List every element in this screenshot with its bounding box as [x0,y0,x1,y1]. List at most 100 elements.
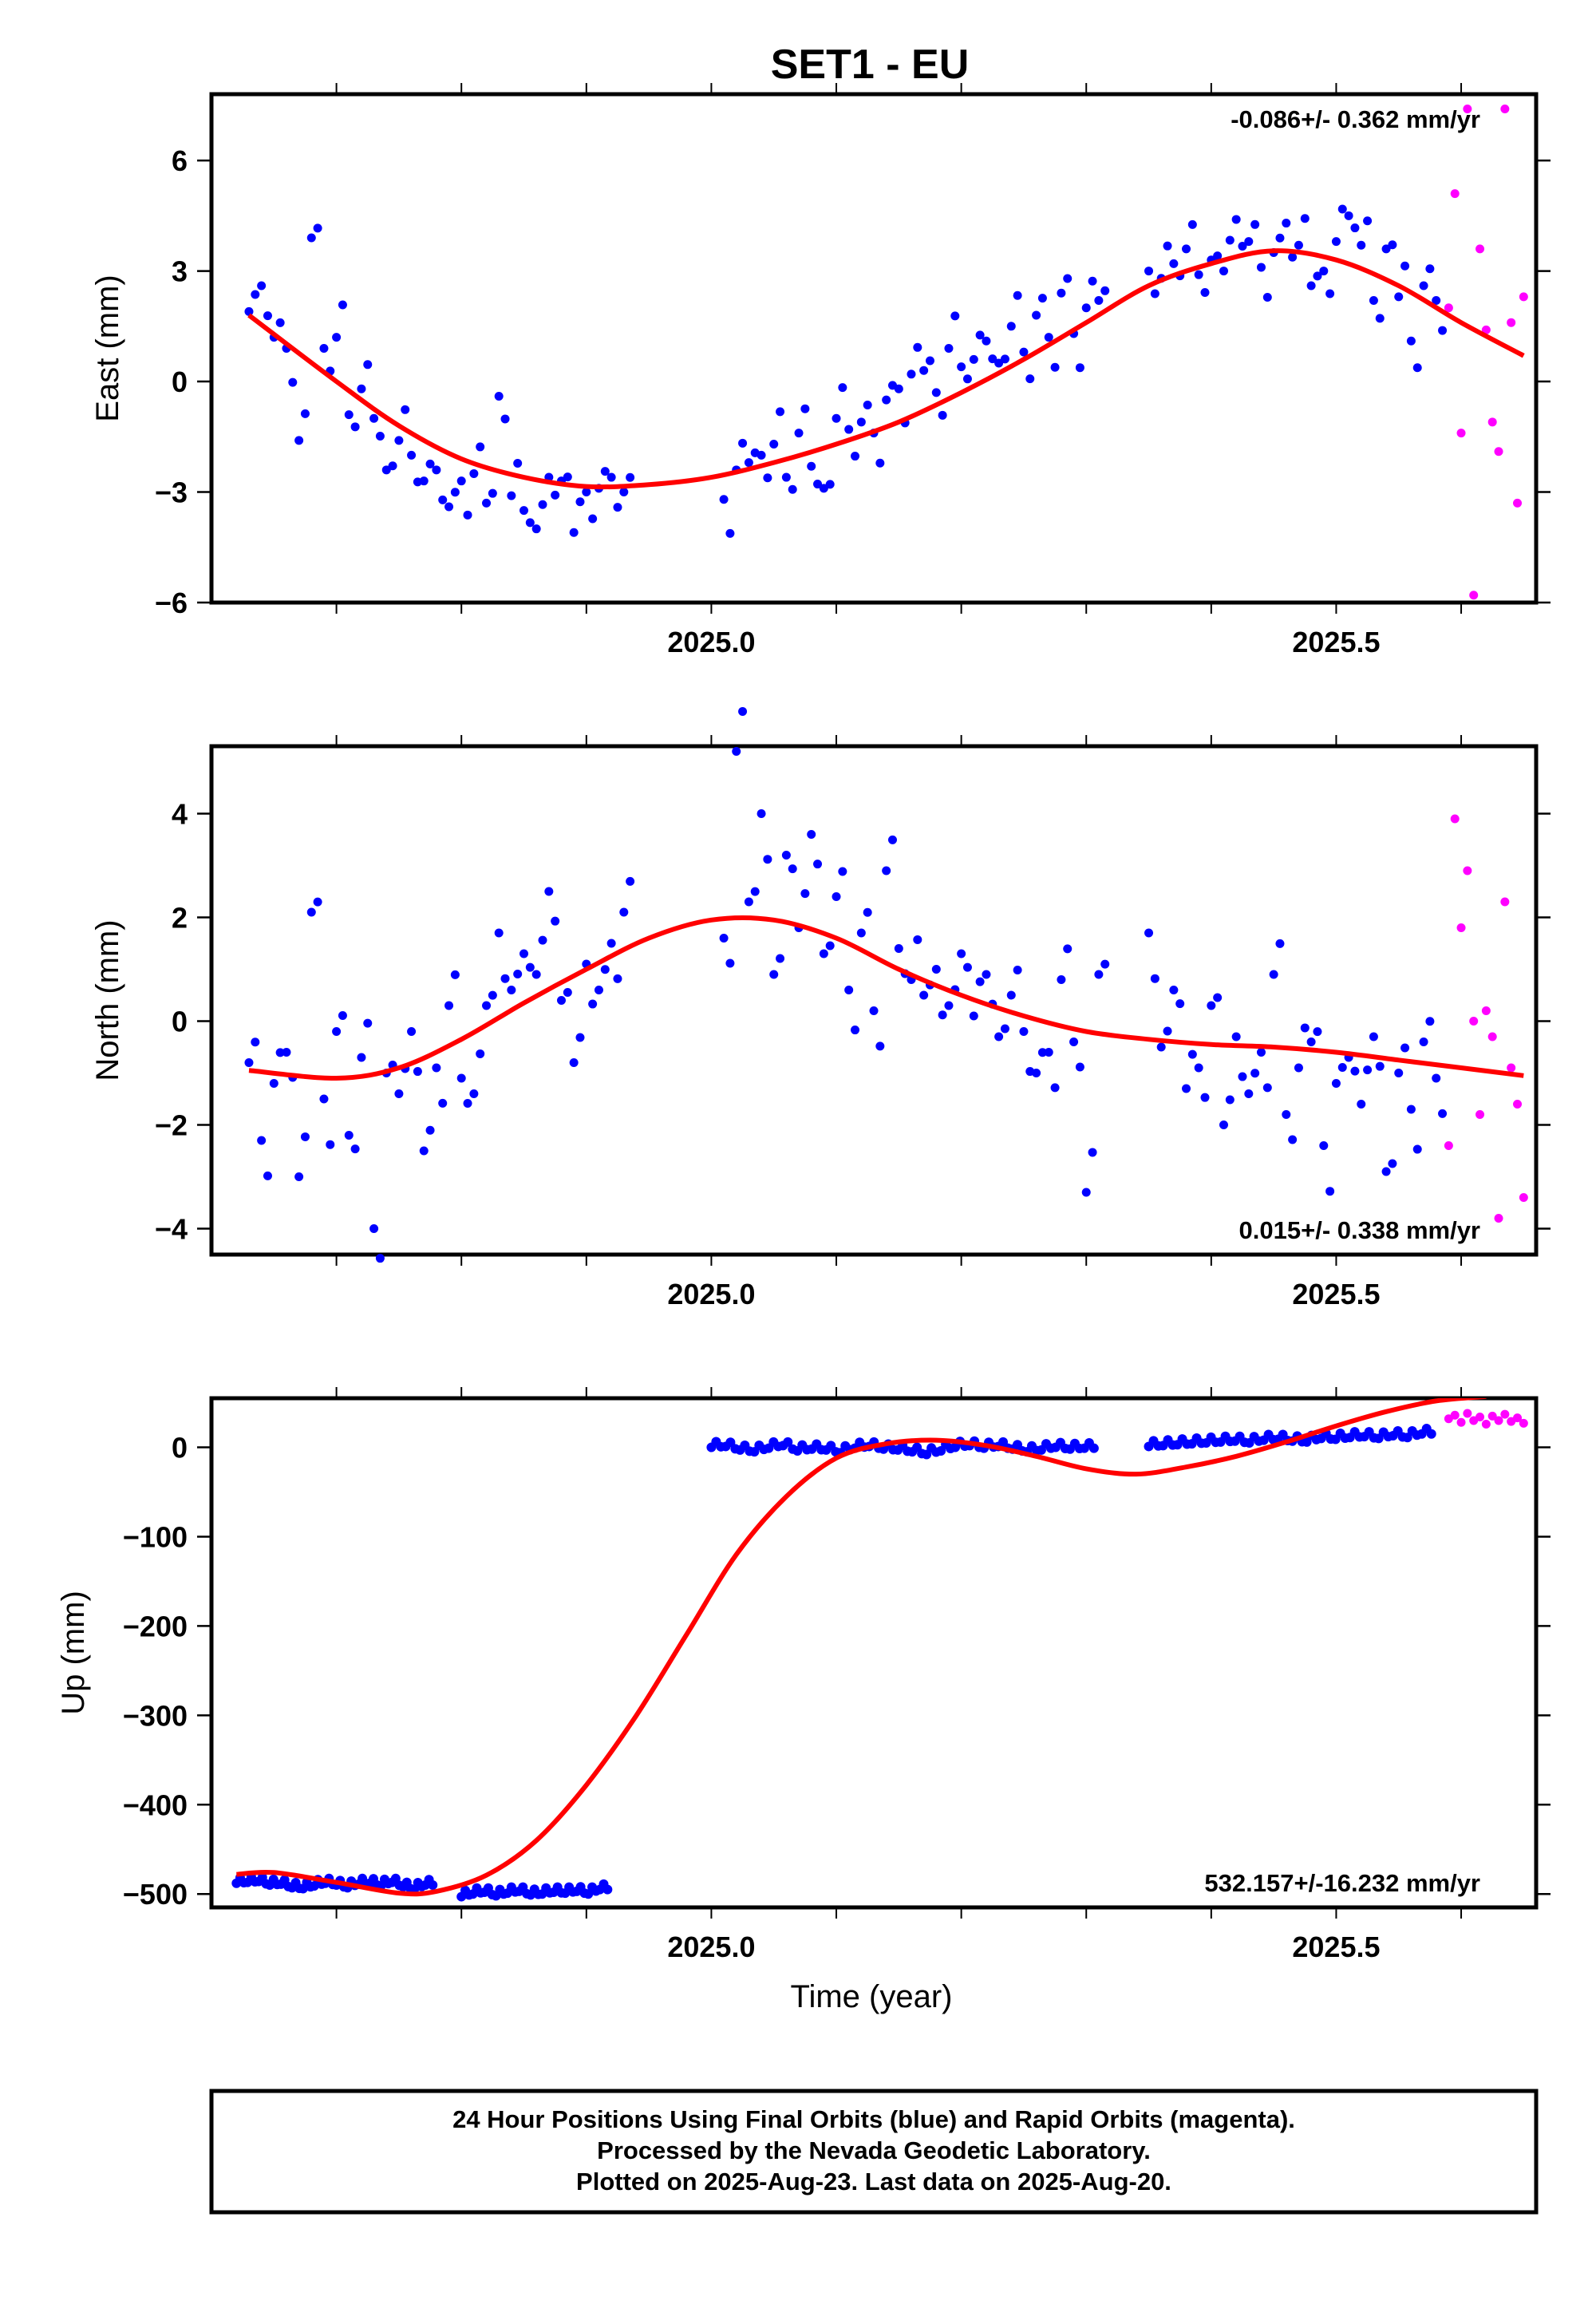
east-final-point [819,484,828,493]
north-rapid-point [1456,923,1466,932]
north-final-point [1013,966,1022,975]
east-final-point [1400,261,1410,271]
east-final-point [1388,240,1397,250]
north-final-point [1369,1032,1378,1041]
east-final-point [763,473,772,483]
east-rapid-point [1476,244,1485,254]
north-final-point [1438,1109,1448,1118]
north-final-point [1388,1159,1397,1168]
north-final-point [813,860,823,869]
east-final-point [1006,322,1016,331]
east-final-point [1300,214,1310,223]
east-final-point [313,223,322,233]
east-final-point [1256,263,1266,272]
north-final-point [344,1131,354,1140]
up-panel: 2025.0 2025.5 −500 −400 −300 −200 −100 0 Up (mm)… [56,1387,1551,1963]
east-final-point [1238,241,1247,251]
north-rapid-point [1469,1017,1479,1026]
east-final-point [438,495,448,504]
east-y-tick-label: 0 [172,366,188,398]
east-final-point [794,429,804,438]
up-y-axis-label: Up (mm) [56,1591,91,1715]
east-rapid-point [1444,303,1453,313]
north-final-point [1406,1105,1416,1114]
east-rapid-point [1487,417,1497,427]
east-final-point [407,450,417,460]
east-final-point [1150,289,1159,298]
east-final-point [294,436,304,445]
north-final-point [1282,1110,1291,1119]
north-final-point [1019,1027,1029,1036]
east-final-point [969,354,978,364]
east-final-point [394,436,404,445]
chart-title: SET1 - EU [771,41,970,88]
up-rapid-point [1481,1419,1491,1429]
north-final-point [494,928,504,938]
north-final-point [1163,1026,1172,1036]
north-final-point [500,974,510,983]
east-final-point [444,502,454,512]
north-rapid-point [1500,897,1510,907]
north-final-point [844,986,854,994]
east-final-point [825,480,835,489]
north-final-point [788,864,797,874]
east-final-point [363,360,373,370]
north-final-point [1075,1062,1084,1072]
east-final-point [482,498,492,508]
north-rapid-point [1519,1193,1528,1202]
east-final-point [931,388,941,397]
east-final-point [769,440,779,449]
east-final-point [1219,267,1228,276]
east-final-point [1213,251,1223,261]
up-final-point [783,1437,793,1447]
north-final-point [1000,1024,1009,1034]
east-final-point [1050,362,1060,372]
north-final-point [1331,1079,1341,1088]
up-final-point [428,1880,438,1891]
north-final-point [1069,1037,1079,1046]
east-final-point [1325,289,1335,298]
east-y-axis-label: East (mm) [90,275,125,421]
north-final-point [338,1010,347,1020]
north-final-point [732,747,741,756]
east-final-point [613,503,622,512]
east-final-point [1144,267,1154,276]
north-y-tick-label: 4 [172,798,188,831]
east-final-point [1363,216,1373,226]
east-final-point [369,413,379,423]
east-rate-label: -0.086+/- 0.362 mm/yr [1231,105,1480,133]
north-rapid-point [1463,866,1472,875]
east-final-point [600,467,610,476]
east-final-point [1013,290,1022,300]
north-final-point [319,1094,329,1104]
east-final-point [1169,259,1179,268]
east-final-point [757,450,766,460]
up-rapid-point [1500,1409,1510,1419]
up-rapid-point [1487,1411,1497,1421]
north-final-point [957,949,966,958]
east-rapid-point [1519,292,1528,302]
north-final-point [1050,1083,1060,1093]
east-final-point [1313,271,1322,281]
north-final-point [1100,959,1110,969]
east-final-point [938,410,947,420]
north-final-point [1037,1048,1047,1057]
east-final-point [1344,211,1353,220]
east-final-point [476,442,485,452]
east-final-point [507,491,516,500]
north-final-point [425,1125,435,1135]
north-final-point [519,949,529,958]
east-final-point [1019,347,1029,357]
north-final-point [313,897,322,907]
up-y-tick-label: 0 [172,1432,188,1464]
up-final-point [1402,1433,1412,1443]
north-final-point [1325,1187,1335,1196]
east-final-point [1412,363,1422,373]
north-final-point [1425,1017,1435,1026]
up-y-tick-label: −300 [123,1699,188,1732]
north-final-point [488,990,497,1000]
east-final-point [982,336,991,346]
north-y-axis-label: North (mm) [90,919,125,1081]
north-final-point [369,1224,379,1233]
north-final-point [269,1079,279,1088]
